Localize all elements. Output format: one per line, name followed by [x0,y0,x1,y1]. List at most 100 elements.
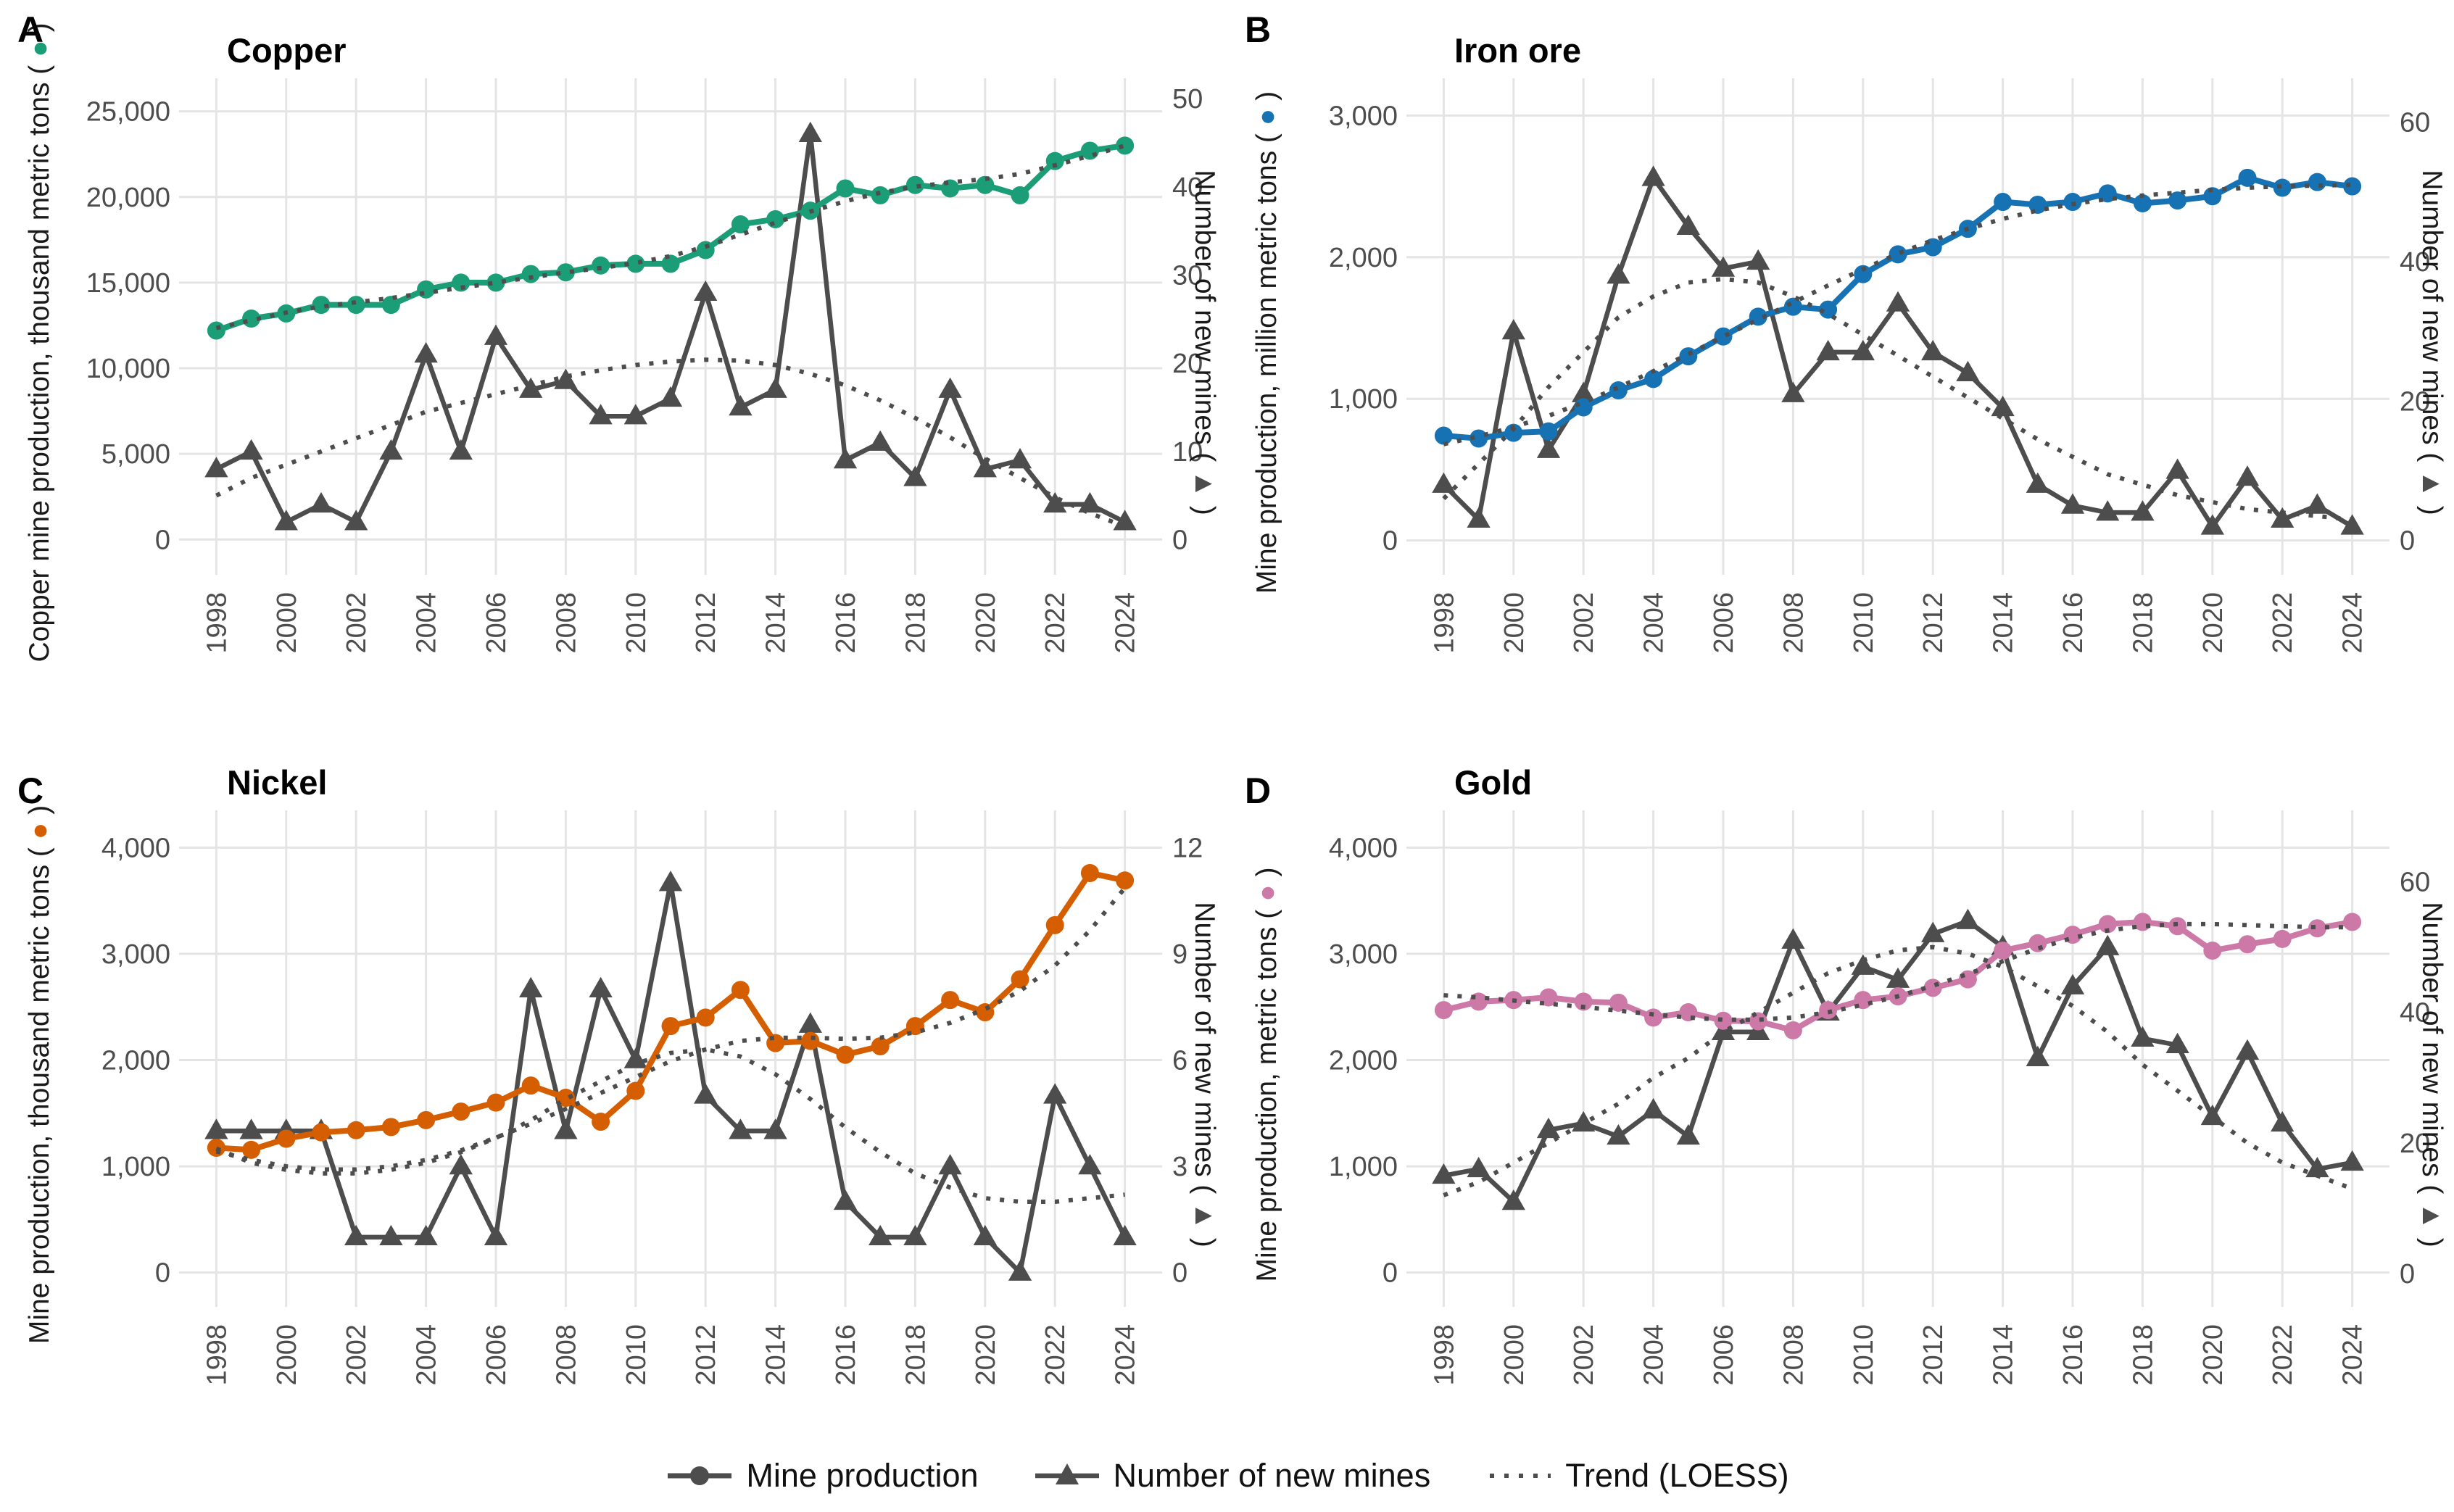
x-axis-tick-label: 2012 [1918,592,1949,654]
x-axis-tick-label: 2024 [2338,592,2368,654]
new-mines-triangle-marker [1113,1224,1137,1246]
production-circle-marker [2203,942,2222,960]
production-circle-marker [1434,1001,1453,1020]
new-mines-triangle-marker [1641,165,1665,186]
production-circle-marker [1011,970,1029,989]
new-mines-triangle-marker [2096,934,2120,955]
x-axis-tick-label: 2002 [341,1324,372,1386]
production-circle-marker [2203,187,2222,206]
production-circle-marker [486,1093,505,1112]
iron-ore-chart-mount: 0 1,000 2,000 3,000 0 20 40 60 1998 2000 2002 2004 2… [1227,0,2454,707]
axis-tick-labels: 0 5,000 10,000 15,000 20,000 25,000 0 10 20 30 40 5… [86,84,1203,653]
new-mines-trend-line [1443,944,2353,1197]
production-circle-marker [1045,151,1064,170]
x-axis-tick-label: 2016 [2058,1324,2089,1386]
new-mines-triangle-marker [694,280,718,302]
production-trend-line [215,886,1127,1172]
y-axis-left-tick-label: 2,000 [1329,1046,1398,1076]
y-axis-right-label: Number of new mines ( ▲ ) [2416,902,2447,1247]
production-circle-marker [1994,193,2012,212]
new-mines-triangle-marker [2235,465,2260,486]
production-circle-marker [1783,1021,1802,1039]
copper-chart-mount: 0 5,000 10,000 15,000 20,000 25,000 0 10 20 30 40 5… [0,0,1227,707]
new-mines-triangle-marker [1078,491,1102,513]
production-circle-marker [452,273,471,292]
new-mines-triangle-marker [658,386,683,407]
panel-letter-b: B [1245,9,1272,50]
x-axis-tick-label: 2022 [1040,1324,1071,1386]
x-axis-tick-label: 1998 [202,1324,232,1386]
y-axis-left-label: Mine production, thousand metric tons ( … [24,805,55,1344]
production-circle-marker [312,1123,331,1142]
production-circle-marker [1854,265,1873,283]
new-mines-triangle-marker [798,121,822,142]
new-mines-triangle-marker [2305,493,2329,514]
production-circle-marker [1434,426,1453,445]
production-circle-marker [1644,1008,1663,1027]
production-circle-marker [731,981,750,1000]
new-mines-triangle-marker [1781,381,1805,402]
axis-tick-labels: 0 1,000 2,000 3,000 4,000 0 3 6 9 12 1998 2000 2002 2… [101,833,1203,1385]
new-mines-triangle-marker [833,1189,858,1210]
new-mines-triangle-marker [1676,214,1700,235]
new-mines-line [1442,175,2354,529]
production-circle-marker [766,209,785,228]
new-mines-triangle-marker [449,439,473,460]
y-axis-right-label: Number of new mines ( ▲ ) [2416,170,2447,515]
x-axis-tick-label: 2012 [1918,1324,1949,1386]
y-axis-right-tick-label: 20 [2400,386,2430,417]
new-mines-triangle-marker [729,395,753,416]
panel-title: Iron ore [1454,31,1581,70]
new-mines-triangle-marker [1113,510,1137,531]
panel-letter-a: A [17,9,44,50]
x-axis-tick-label: 2008 [1778,1324,1809,1386]
new-mines-triangle-marker [1956,360,1980,382]
production-circle-marker [592,1113,610,1131]
copper-chart: 0 5,000 10,000 15,000 20,000 25,000 0 10 20 30 40 5… [24,23,1220,662]
x-axis-tick-label: 2024 [1111,1324,1141,1386]
production-circle-marker [1819,300,1838,319]
new-mines-triangle-marker [1921,921,1945,942]
new-mines-triangle-marker [1008,1260,1032,1281]
new-mines-triangle-marker [1851,339,1875,361]
production-circle-marker [1889,245,1907,264]
nickel-chart-mount: 0 1,000 2,000 3,000 4,000 0 3 6 9 12 1998 2000 2002 2… [0,732,1227,1439]
new-mines-triangle-marker [1816,339,1840,361]
new-mines-triangle-marker [903,1224,927,1246]
new-mines-triangle-marker [1432,1163,1456,1184]
y-axis-right-tick-label: 30 [1172,260,1203,291]
loess-trends [215,144,1126,529]
new-mines-triangle-marker [204,457,228,478]
x-axis-tick-label: 2022 [2268,1324,2298,1386]
x-axis-tick-label: 2002 [1569,592,1599,654]
panel-copper: A 0 5,000 10,000 15,000 20,000 25,000 0 10 20 30 4… [0,0,1227,707]
axis-tick-labels: 0 1,000 2,000 3,000 4,000 0 20 40 60 1998 2000 2002… [1329,833,2430,1385]
new-mines-triangle-marker [2235,1039,2260,1060]
y-axis-right-tick-label: 12 [1172,833,1203,863]
new-mines-triangle-marker [1607,263,1630,284]
new-mines-triangle-marker [1536,437,1561,458]
new-mines-triangle-marker [938,1154,962,1175]
new-mines-triangle-marker [519,976,543,997]
new-mines-triangle-marker [938,377,962,398]
production-circle-marker [2308,919,2326,938]
production-circle-marker [592,256,610,275]
new-mines-triangle-marker [589,976,613,997]
production-series [207,864,1135,1159]
production-circle-marker [312,296,331,315]
production-circle-marker [1116,871,1135,890]
y-axis-left-tick-label: 15,000 [86,268,170,299]
production-circle-marker [1539,422,1558,441]
new-mines-triangle-marker [1746,249,1770,270]
y-axis-right-tick-label: 40 [2400,247,2430,278]
y-axis-left-tick-label: 10,000 [86,354,170,384]
new-mines-triangle-marker [1501,1189,1525,1210]
new-mines-triangle-marker [1711,256,1736,277]
new-mines-triangle-marker [239,439,263,460]
panel-title: Gold [1454,763,1532,802]
new-mines-triangle-marker [2131,500,2155,521]
x-axis-tick-label: 2006 [481,1324,512,1386]
new-mines-triangle-marker [798,1012,822,1033]
production-circle-marker [2028,934,2047,952]
y-axis-right-tick-label: 0 [1172,1258,1187,1289]
